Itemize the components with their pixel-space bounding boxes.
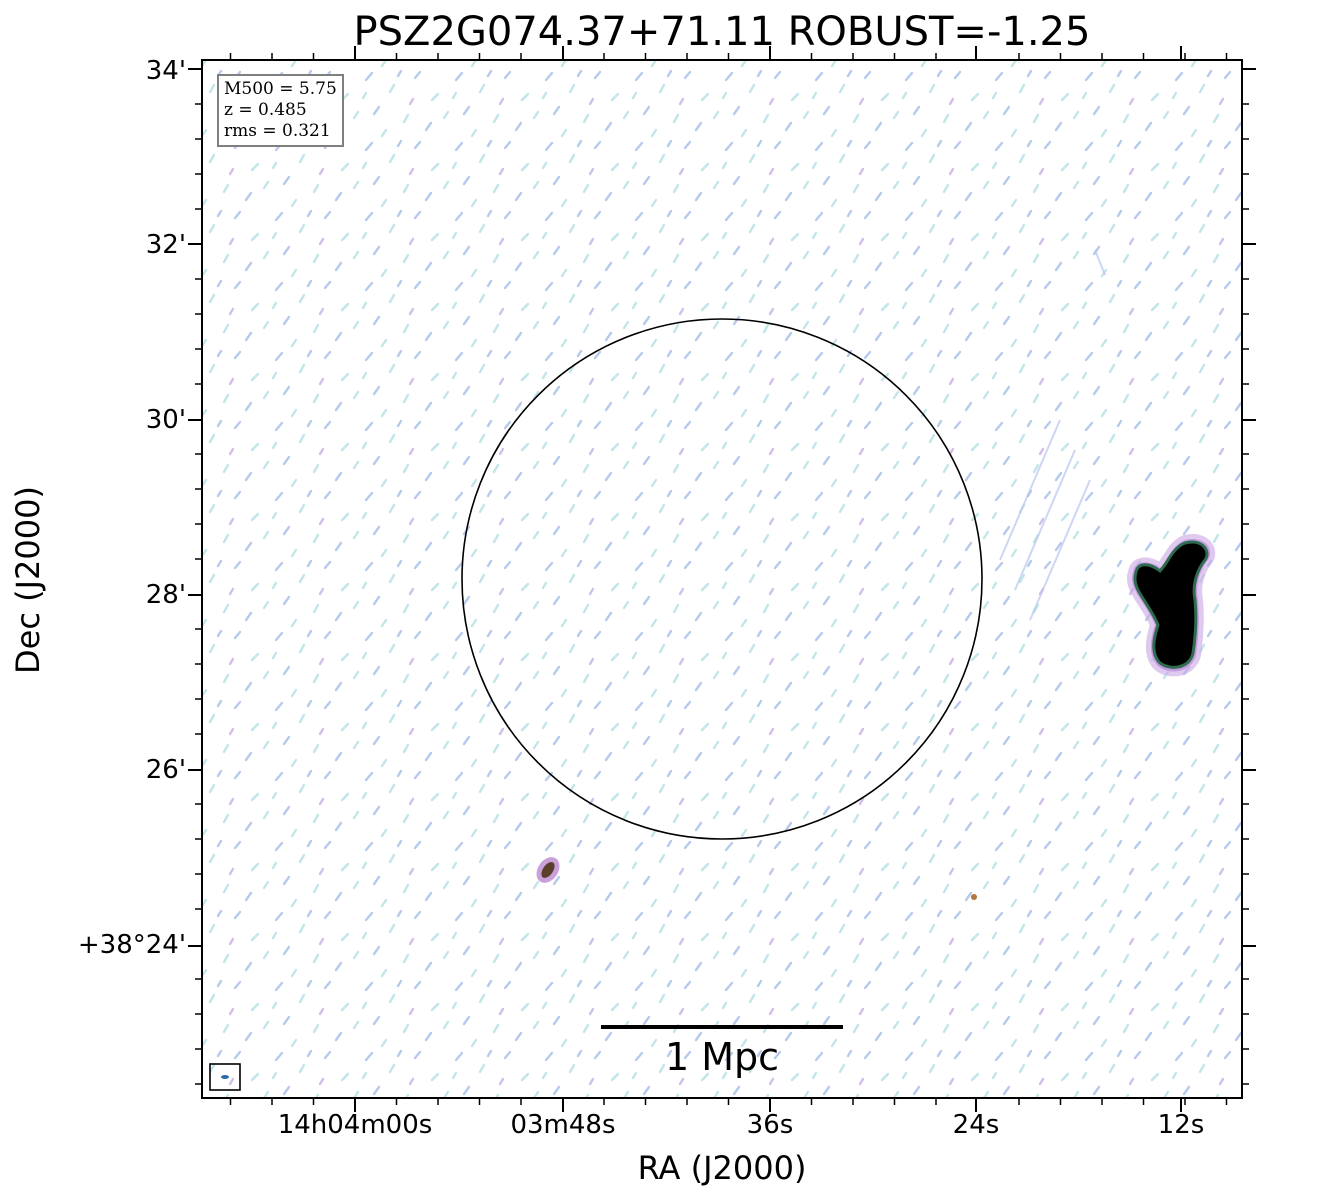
radio-image	[202, 60, 1242, 1098]
compact-source	[536, 857, 560, 883]
x-tick-label: 24s	[952, 1110, 1000, 1140]
axis-ticks	[188, 46, 1256, 1112]
scalebar-label: 1 Mpc	[664, 1035, 780, 1079]
y-axis-label: Dec (J2000)	[9, 486, 47, 674]
small-source	[971, 894, 977, 900]
info-box: M500 = 5.75 z = 0.485 rms = 0.321	[217, 74, 344, 147]
redshift-value: z = 0.485	[224, 100, 307, 120]
cluster-circle	[461, 318, 983, 840]
x-tick-label: 12s	[1157, 1110, 1205, 1140]
x-axis-label: RA (J2000)	[637, 1149, 807, 1187]
plot-frame	[201, 59, 1243, 1099]
x-tick-label: 36s	[746, 1110, 794, 1140]
y-tick-label: 26'	[145, 755, 186, 785]
y-tick-label: 34'	[145, 56, 186, 86]
y-tick-label: +38°24'	[77, 930, 186, 960]
y-tick-label: 28'	[145, 580, 186, 610]
rms-value: rms = 0.321	[224, 121, 331, 141]
m500-value: M500 = 5.75	[224, 79, 337, 99]
x-tick-label: 14h04m00s	[277, 1110, 433, 1140]
chart-title: PSZ2G074.37+71.11 ROBUST=-1.25	[353, 9, 1091, 55]
x-tick-label: 03m48s	[510, 1110, 616, 1140]
y-tick-label: 32'	[145, 230, 186, 260]
beam-box	[209, 1063, 241, 1091]
artifact-streaks	[999, 249, 1106, 621]
beam-ellipse	[221, 1075, 229, 1079]
y-tick-label: 30'	[145, 405, 186, 435]
bright-radio-source	[1126, 534, 1216, 677]
